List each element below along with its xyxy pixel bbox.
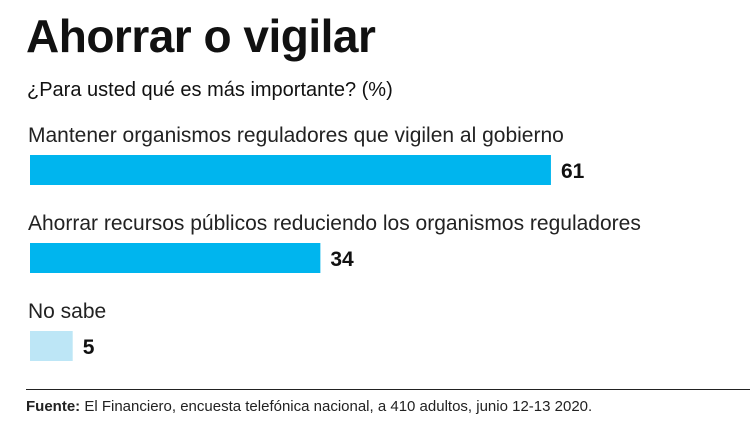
chart-title: Ahorrar o vigilar: [26, 10, 376, 62]
category-label: Mantener organismos reguladores que vigi…: [28, 124, 564, 147]
source-text: El Financiero, encuesta telefónica nacio…: [80, 398, 593, 415]
chart-subtitle: ¿Para usted qué es más importante? (%): [27, 79, 393, 101]
value-label: 61: [561, 160, 585, 183]
category-label: Ahorrar recursos públicos reduciendo los…: [28, 212, 641, 235]
value-label: 34: [330, 248, 354, 271]
value-label: 5: [83, 336, 95, 359]
source-label: Fuente:: [26, 398, 81, 415]
bar: [30, 155, 551, 185]
category-label: No sabe: [28, 300, 106, 323]
source-divider: [26, 389, 750, 390]
bar: [30, 243, 321, 273]
bar: [30, 331, 73, 361]
source-note: Fuente: El Financiero, encuesta telefóni…: [26, 398, 592, 416]
